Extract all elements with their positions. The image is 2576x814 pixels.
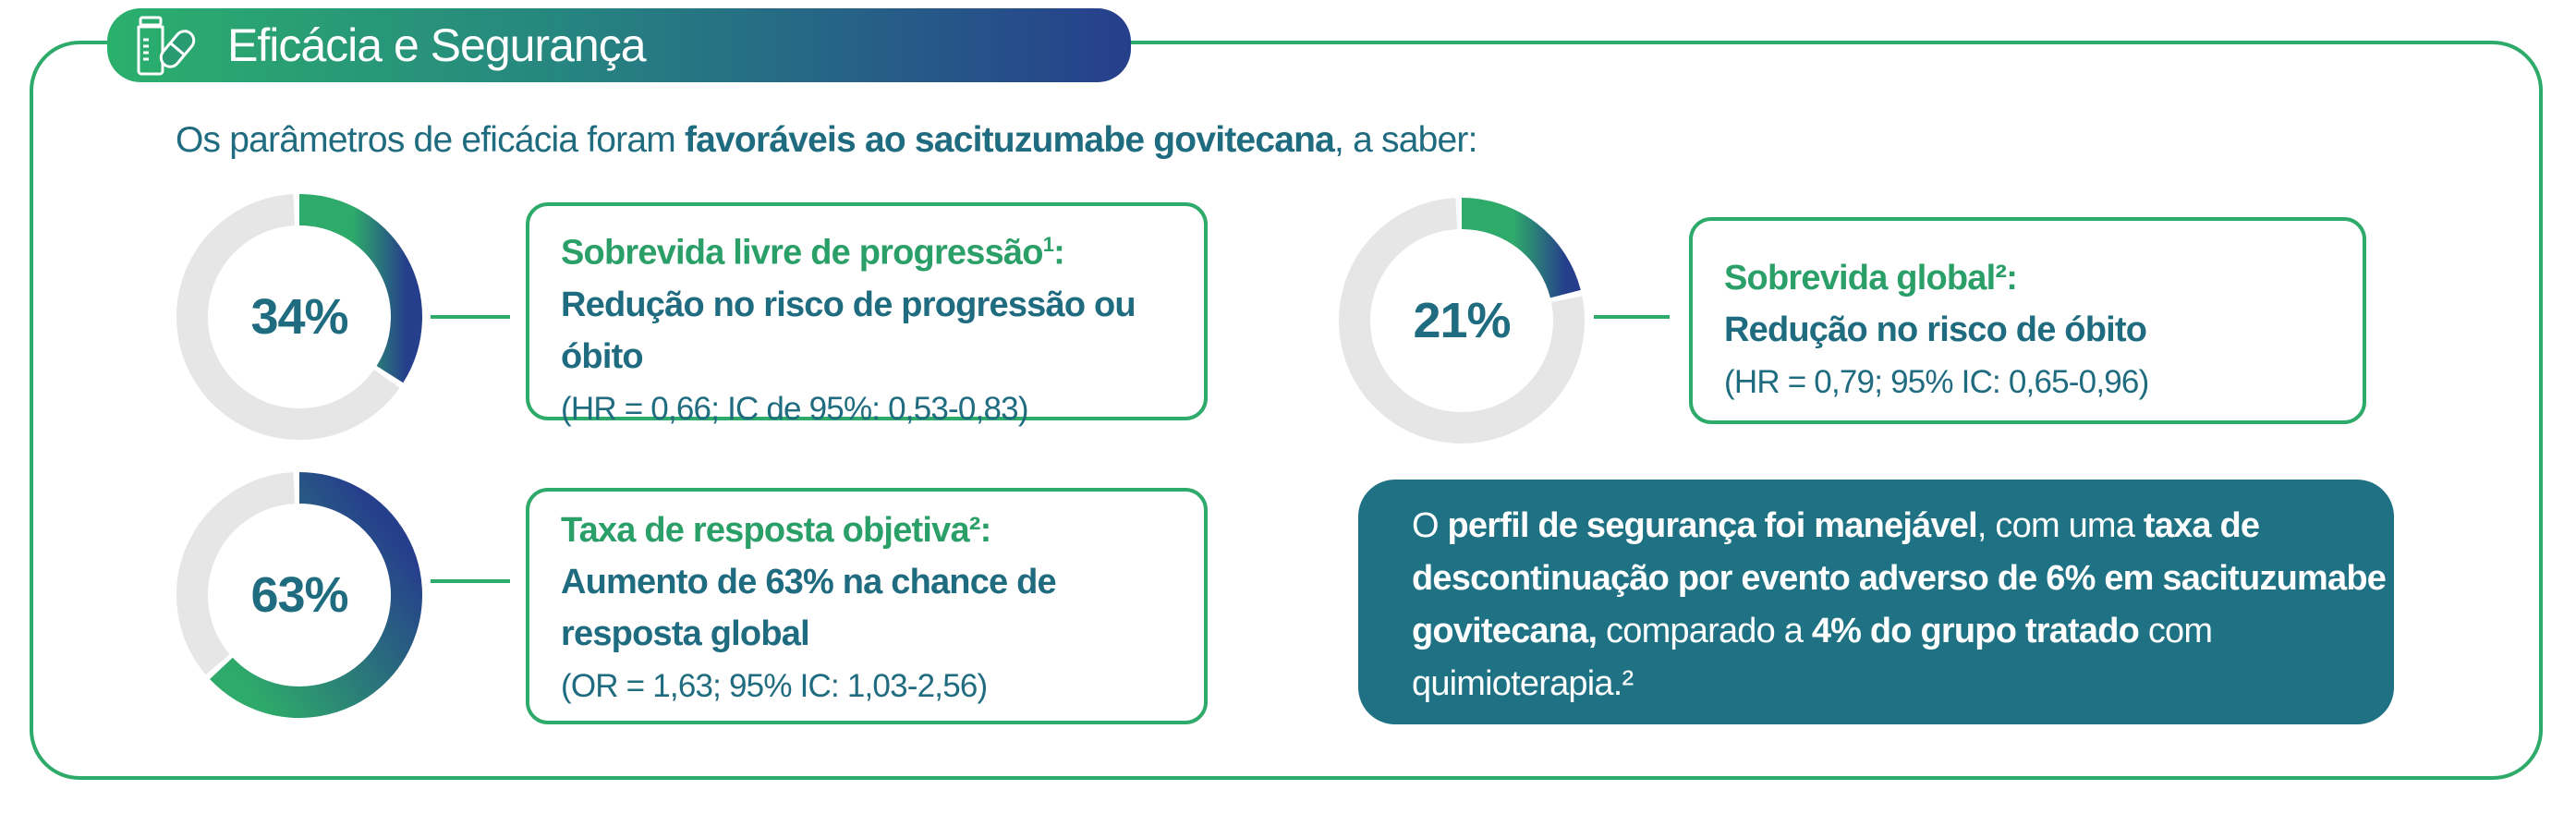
donut-remainder-arc bbox=[176, 194, 400, 440]
donut-svg bbox=[176, 472, 422, 718]
metric-box-pfs: Sobrevida livre de progressão1: Redução … bbox=[526, 202, 1208, 427]
donut-percent-label: 63% bbox=[250, 567, 348, 623]
donut-value-arc bbox=[1461, 198, 1581, 298]
medicine-bottle-pill-icon bbox=[137, 16, 196, 76]
donut-chart-orr: 63% bbox=[170, 466, 429, 724]
safety-summary-box: O perfil de segurança foi manejável, com… bbox=[1358, 480, 2394, 724]
metric-subtitle: Redução no risco de progressão ou óbito bbox=[561, 285, 1136, 376]
donut-chart-os: 21% bbox=[1332, 191, 1591, 450]
metric-box-os: Sobrevida global²: Redução no risco de ó… bbox=[1689, 217, 2366, 424]
metric-subtitle: Aumento de 63% na chance de resposta glo… bbox=[561, 563, 1057, 653]
donut-value-arc bbox=[298, 194, 422, 383]
metric-title: Taxa de resposta objetiva²: bbox=[561, 511, 991, 550]
intro-suffix: , a saber: bbox=[1334, 120, 1477, 160]
content-frame bbox=[30, 41, 2543, 780]
metric-stats: (OR = 1,63; 95% IC: 1,03-2,56) bbox=[561, 668, 988, 704]
donut-remainder-arc bbox=[176, 472, 296, 675]
intro-text: Os parâmetros de eficácia foram favoráve… bbox=[176, 120, 1477, 161]
donut-value-arc bbox=[210, 472, 422, 718]
connector-line bbox=[431, 315, 510, 319]
section-title: Eficácia e Segurança bbox=[227, 19, 647, 71]
intro-prefix: Os parâmetros de eficácia foram bbox=[176, 120, 685, 160]
donut-svg bbox=[1339, 198, 1585, 443]
metric-title: Sobrevida global²: bbox=[1724, 259, 2018, 298]
section-header: Eficácia e Segurança bbox=[107, 8, 1131, 82]
connector-line bbox=[431, 579, 510, 583]
metric-stats: (HR = 0,66; IC de 95%: 0,53-0,83) bbox=[561, 390, 1029, 427]
intro-bold: favoráveis ao sacituzumabe govitecana bbox=[684, 120, 1335, 160]
donut-percent-label: 21% bbox=[1413, 293, 1511, 348]
metric-stats: (HR = 0,79; 95% IC: 0,65-0,96) bbox=[1724, 364, 2149, 400]
donut-percent-label: 34% bbox=[250, 289, 348, 345]
metric-box-orr: Taxa de resposta objetiva²: Aumento de 6… bbox=[526, 488, 1208, 724]
donut-remainder-arc bbox=[1339, 198, 1585, 443]
donut-chart-pfs: 34% bbox=[170, 188, 429, 446]
metric-title: Sobrevida livre de progressão1: bbox=[561, 233, 1065, 273]
metric-subtitle: Redução no risco de óbito bbox=[1724, 310, 2147, 349]
connector-line bbox=[1594, 315, 1670, 319]
donut-svg bbox=[176, 194, 422, 440]
